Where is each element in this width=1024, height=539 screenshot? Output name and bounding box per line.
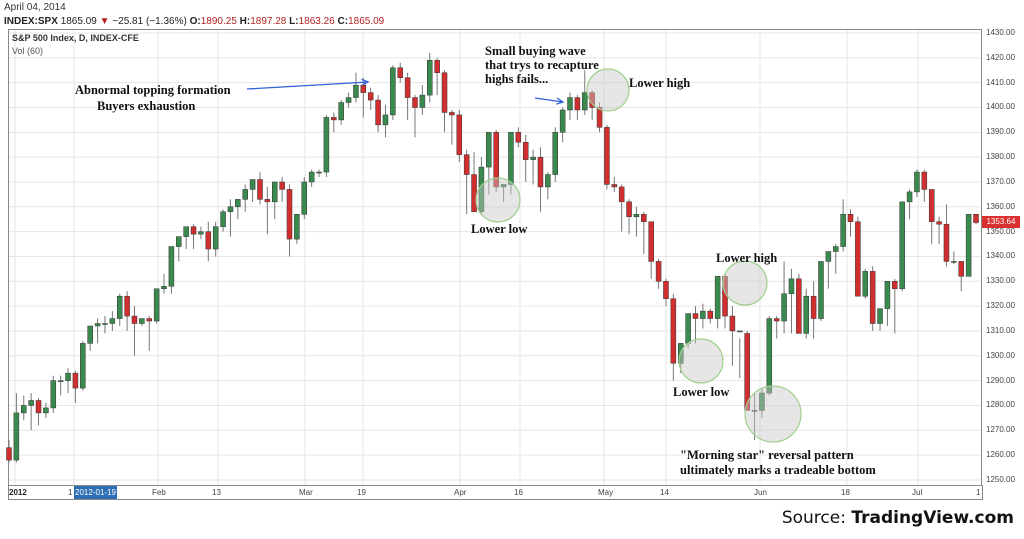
price-tick: 1430.00: [986, 28, 1015, 37]
time-tick: 14: [660, 488, 669, 497]
annotation-lower-high-2: Lower high: [716, 251, 778, 265]
time-tick: Jul: [912, 488, 923, 497]
close-value: 1865.09: [348, 16, 385, 27]
annotation-buying-wave: Small buying wave that trys to recapture…: [485, 44, 599, 86]
last-price-tag: 1353.64: [982, 216, 1020, 228]
time-axis-selection: 2012-01-19: [74, 486, 117, 499]
time-tick: 13: [212, 488, 221, 497]
annotation-lower-low-2: Lower low: [673, 385, 730, 399]
price-tick: 1400.00: [986, 102, 1015, 112]
price-tick: 1330.00: [986, 276, 1015, 286]
price-tick: 1350.00: [986, 226, 1015, 236]
time-axis[interactable]: [8, 485, 983, 500]
price-tick: 1370.00: [986, 176, 1015, 186]
change: −25.81 (−1.36%): [112, 16, 187, 27]
time-tick: 1: [68, 488, 73, 497]
quote-bar: INDEX:SPX 1865.09 ▼ −25.81 (−1.36%) O:18…: [4, 16, 385, 27]
time-tick: 1: [976, 488, 981, 497]
price-tick: 1410.00: [986, 77, 1015, 87]
time-tick: Jun: [754, 488, 767, 497]
price-tick: 1310.00: [986, 325, 1015, 335]
price-tick: 1340.00: [986, 251, 1015, 261]
symbol: INDEX:SPX: [4, 16, 58, 27]
indicator-legend[interactable]: Vol (60): [12, 46, 44, 56]
annotation-lower-high-1: Lower high: [629, 76, 691, 90]
source-credit: Source: TradingView.com: [781, 508, 1014, 528]
high-value: 1897.28: [250, 16, 287, 27]
down-triangle-icon: ▼: [99, 16, 110, 27]
annotation-lower-low-1: Lower low: [471, 222, 528, 236]
annotation-morning-star: "Morning star" reversal pattern ultimate…: [680, 448, 876, 477]
price-tick: 1360.00: [986, 201, 1015, 211]
header-date: April 04, 2014: [4, 2, 66, 13]
time-tick: Mar: [299, 488, 313, 497]
last-price: 1865.09: [60, 16, 97, 27]
time-tick: 18: [841, 488, 850, 497]
series-legend[interactable]: S&P 500 Index, D, INDEX-CFE: [12, 33, 139, 43]
time-tick: 19: [357, 488, 366, 497]
price-tick: 1300.00: [986, 350, 1015, 360]
time-tick: Apr: [454, 488, 467, 497]
price-tick: 1320.00: [986, 301, 1015, 311]
open-value: 1890.25: [200, 16, 237, 27]
price-tick: 1280.00: [986, 400, 1015, 410]
time-tick: 2012: [9, 488, 27, 497]
price-tick: 1390.00: [986, 127, 1015, 137]
price-tick: 1250.00: [986, 474, 1015, 484]
price-tick: 1420.00: [986, 52, 1015, 62]
annotation-topping: Abnormal topping formation Buyers exhaus…: [75, 83, 231, 113]
time-tick: May: [598, 488, 614, 497]
low-value: 1863.26: [298, 16, 335, 27]
time-tick: Feb: [152, 488, 166, 497]
price-tick: 1270.00: [986, 425, 1015, 435]
time-tick: 16: [514, 488, 523, 497]
price-tick: 1290.00: [986, 375, 1015, 385]
price-tick: 1260.00: [986, 450, 1015, 460]
price-tick: 1380.00: [986, 152, 1015, 162]
